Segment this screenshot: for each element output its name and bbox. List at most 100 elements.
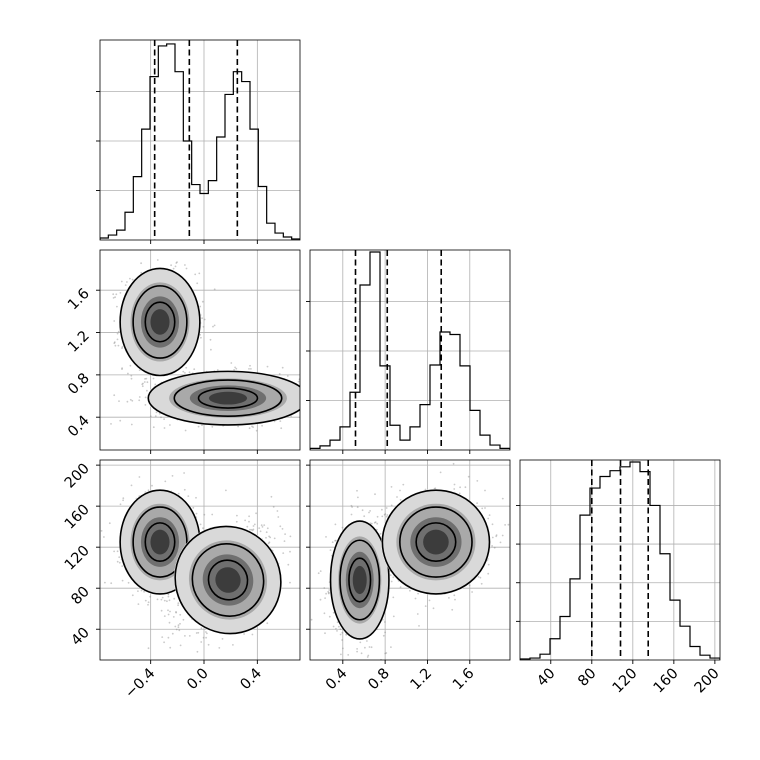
xy-sample-point	[138, 399, 141, 402]
xz-sample-point	[174, 625, 177, 628]
yz-sample-point	[384, 621, 386, 623]
xz-density-shade	[215, 567, 241, 593]
xz-sample-point	[273, 537, 276, 540]
yz-sample-point	[363, 515, 366, 518]
yz-sample-point	[386, 514, 389, 516]
yz-sample-point	[369, 510, 371, 512]
panel-xz	[96, 459, 301, 664]
xz-sample-point	[179, 644, 182, 647]
xz-sample-point	[268, 541, 271, 544]
yz-sample-point	[459, 486, 461, 489]
panel-hist-z	[516, 459, 721, 664]
yz-sample-point	[487, 517, 490, 520]
xz-sample-point	[263, 524, 266, 526]
xz-sample-point	[250, 528, 253, 531]
yz-sample-point	[495, 535, 498, 538]
xy-sample-point	[305, 406, 307, 408]
xy-sample-point	[140, 262, 143, 265]
yz-sample-point	[334, 539, 336, 542]
xz-sample-point	[122, 499, 124, 502]
xz-sample-point	[169, 662, 171, 664]
xz-sample-point	[118, 556, 121, 559]
xz-contour-3	[207, 559, 249, 601]
xy-sample-point	[303, 433, 305, 435]
yz-sample-point	[409, 589, 411, 592]
xy-density-shade	[208, 391, 248, 405]
xz-sample-point	[248, 520, 250, 523]
hist-y-histogram	[310, 251, 510, 450]
xz-contour-1	[174, 525, 282, 635]
xz-sample-point	[161, 636, 164, 638]
xy-sample-point	[213, 288, 216, 291]
xy-sample-point	[319, 408, 321, 410]
yz-sample-point	[417, 592, 419, 595]
yz-sample-point	[367, 654, 370, 657]
yz-sample-point	[480, 582, 483, 585]
xz-sample-point	[177, 626, 180, 629]
yz-sample-point	[370, 522, 373, 525]
xz-sample-point	[211, 513, 214, 516]
xy-sample-point	[184, 372, 186, 374]
xz-sample-point	[205, 631, 207, 633]
xz-sample-point	[161, 596, 164, 599]
xz-sample-point	[140, 589, 143, 592]
xy-sample-point	[344, 392, 346, 394]
xy-sample-point	[131, 278, 134, 281]
xy-contour-2	[173, 379, 283, 417]
yz-sample-point	[370, 646, 373, 649]
xz-sample-point	[172, 616, 175, 618]
xy-sample-point	[279, 420, 282, 422]
xy-sample-point	[130, 423, 133, 426]
xz-sample-point	[252, 528, 255, 531]
xz-sample-point	[183, 488, 186, 491]
xz-sample-point	[143, 590, 146, 593]
xy-sample-point	[144, 378, 146, 380]
xy-sample-point	[156, 259, 159, 261]
xy-sample-point	[120, 280, 123, 283]
xz-sample-point	[167, 636, 170, 639]
xz-sample-point	[202, 527, 204, 530]
yz-sample-point	[368, 511, 370, 514]
xz-density-shade	[150, 529, 170, 555]
xy-sample-point	[129, 364, 132, 367]
xz-sample-point	[182, 618, 185, 621]
xy-sample-point	[131, 399, 134, 402]
xy-sample-point	[235, 367, 238, 370]
xz-sample-point	[147, 489, 150, 492]
yz-sample-point	[351, 506, 353, 508]
xy-sample-point	[127, 372, 129, 375]
yz-sample-point	[432, 607, 435, 610]
yz-sample-point	[359, 641, 362, 644]
xz-sample-point	[196, 650, 199, 653]
yz-sample-point	[323, 612, 326, 615]
xy-sample-point	[184, 429, 187, 432]
xz-sample-point	[251, 529, 254, 532]
xy-sample-point	[216, 369, 219, 371]
xy-density-shade	[150, 309, 170, 335]
yz-sample-point	[368, 646, 371, 648]
xz-contour-3	[144, 522, 176, 563]
yz-sample-point	[328, 589, 331, 591]
xz-sample-point	[104, 581, 106, 584]
xy-sample-point	[119, 292, 122, 294]
yz-sample-point	[341, 631, 344, 634]
yz-sample-point	[338, 625, 340, 628]
xz-sample-point	[289, 581, 291, 584]
xz-sample-point	[122, 497, 125, 500]
yz-sample-point	[452, 462, 455, 465]
yz-sample-point	[324, 632, 326, 635]
xz-sample-point	[175, 611, 177, 613]
yz-sample-point	[342, 647, 344, 650]
xy-sample-point	[281, 366, 284, 369]
xz-sample-point	[188, 635, 191, 637]
hist-x-frame	[99, 39, 301, 241]
yz-sample-point	[345, 633, 348, 636]
xz-sample-point	[167, 609, 169, 612]
xz-sample-point	[207, 643, 210, 646]
xz-sample-point	[179, 613, 182, 616]
yz-sample-point	[324, 597, 326, 599]
yz-sample-point	[335, 539, 337, 542]
yz-sample-point	[323, 587, 326, 589]
xz-sample-point	[163, 599, 166, 602]
xz-contour-2	[191, 543, 265, 617]
